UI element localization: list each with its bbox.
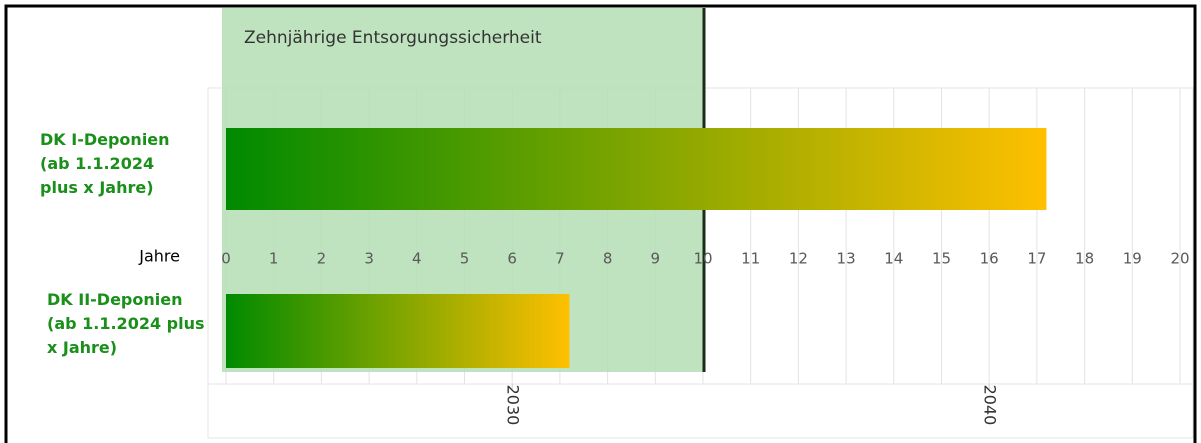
annotation-text: Zehnjährige Entsorgungssicherheit [244,28,542,48]
bar [226,294,570,368]
x-tick-label: 14 [884,250,903,268]
x-tick-label: 13 [837,250,856,268]
x-tick-label: 19 [1123,250,1142,268]
category-label: DK II-Deponien (ab 1.1.2024 plus x Jahre… [47,290,205,357]
x-tick-label: 1 [269,250,279,268]
category-label: DK I-Deponien (ab 1.1.2024 plus x Jahre) [40,130,170,197]
x-tick-label: 17 [1027,250,1046,268]
x2-tick-label: 2030 [504,385,523,426]
x-tick-label: 6 [507,250,517,268]
x-tick-label: 15 [932,250,951,268]
x-tick-label: 9 [651,250,661,268]
x-tick-label: 16 [980,250,999,268]
x-tick-label: 12 [789,250,808,268]
x-tick-label: 18 [1075,250,1094,268]
x-tick-label: 5 [460,250,470,268]
x-tick-label: 4 [412,250,422,268]
frame [4,4,1197,443]
x-tick-label: 3 [364,250,374,268]
x-tick-label: 11 [741,250,760,268]
x-tick-label: 10 [693,250,712,268]
x-axis-label: Jahre [138,247,180,266]
x-tick-label: 7 [555,250,565,268]
x2-tick-label: 2040 [981,385,1000,426]
x-tick-label: 0 [221,250,231,268]
x-tick-label: 20 [1170,250,1189,268]
x-tick-label: 8 [603,250,613,268]
bar [226,128,1047,210]
x-tick-label: 2 [317,250,327,268]
